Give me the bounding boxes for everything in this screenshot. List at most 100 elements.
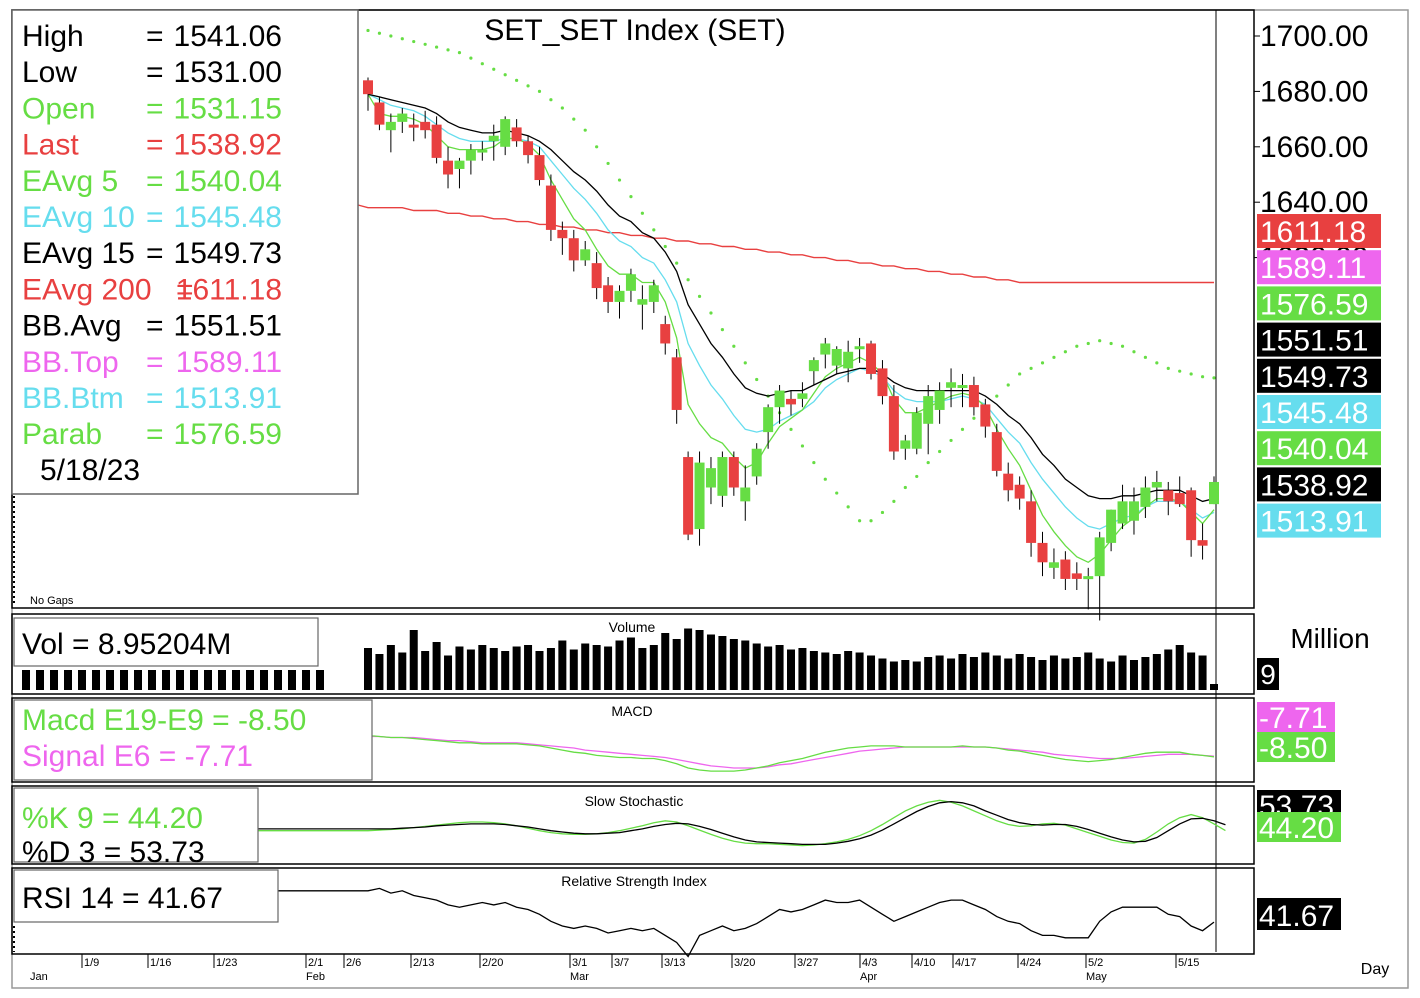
sar-dot bbox=[617, 178, 622, 182]
volume-bar bbox=[1061, 658, 1070, 690]
chart-title: SET_SET Index (SET) bbox=[484, 14, 785, 47]
sar-dot bbox=[720, 328, 725, 332]
sar-dot bbox=[412, 39, 416, 44]
candle-body bbox=[465, 149, 476, 161]
x-month-label: Mar bbox=[570, 971, 589, 983]
x-month-label: May bbox=[1086, 971, 1107, 983]
candle-body bbox=[534, 155, 545, 181]
volume-bar bbox=[1187, 652, 1196, 690]
sar-dot bbox=[595, 145, 599, 149]
candle-body bbox=[1186, 490, 1197, 541]
sar-dot bbox=[377, 31, 382, 35]
candle-body bbox=[1048, 562, 1059, 568]
volume-bar bbox=[752, 643, 761, 690]
candle-body bbox=[408, 124, 419, 128]
x-day-label: 4/24 bbox=[1020, 957, 1041, 969]
volume-bar bbox=[260, 670, 268, 690]
volume-bar bbox=[176, 670, 184, 690]
stochastic-value-badge bbox=[1257, 812, 1341, 842]
volume-bar bbox=[901, 660, 910, 690]
volume-bar bbox=[1118, 655, 1127, 690]
candle-body bbox=[866, 343, 877, 374]
sar-dot bbox=[1166, 366, 1170, 370]
sar-dot bbox=[1155, 361, 1159, 365]
volume-bar bbox=[204, 670, 212, 690]
volume-bar bbox=[764, 646, 773, 690]
info-row-label: BB.Top bbox=[22, 346, 119, 379]
sar-dot bbox=[1063, 350, 1067, 354]
candle-body bbox=[500, 119, 511, 147]
candle-body bbox=[488, 135, 499, 142]
volume-bar bbox=[1095, 658, 1104, 690]
price-value-label: 1576.59 bbox=[1260, 288, 1368, 321]
sar-dot bbox=[1109, 341, 1113, 346]
sar-dot bbox=[938, 449, 942, 454]
sar-dot bbox=[469, 56, 473, 60]
sar-dot bbox=[732, 344, 736, 348]
sar-dot bbox=[972, 416, 976, 420]
macd-value-badge bbox=[1257, 702, 1335, 732]
candle-body bbox=[751, 448, 762, 477]
stochastic-panel bbox=[11, 785, 1255, 865]
sar-dot bbox=[560, 106, 564, 110]
candle-body bbox=[431, 124, 442, 158]
volume-bar bbox=[364, 648, 372, 690]
candle-body bbox=[980, 404, 991, 427]
candle-body bbox=[603, 285, 614, 302]
candle-body bbox=[420, 121, 431, 131]
volume-bar bbox=[1210, 684, 1218, 690]
sar-dot bbox=[537, 89, 542, 93]
candle-body bbox=[843, 351, 854, 369]
price-value-badge bbox=[1257, 467, 1381, 502]
volume-bar bbox=[162, 670, 170, 690]
info-row-value: 1576.59 bbox=[174, 418, 282, 451]
sar-dot bbox=[1075, 344, 1079, 348]
volume-bar bbox=[478, 645, 487, 690]
volume-bar bbox=[190, 670, 198, 690]
candle-body bbox=[363, 80, 373, 95]
x-month-label: Feb bbox=[306, 971, 325, 983]
volume-bar bbox=[684, 628, 693, 690]
volume-bar bbox=[274, 670, 282, 690]
candle-body bbox=[717, 457, 728, 496]
price-value-label: 1611.18 bbox=[1260, 216, 1366, 249]
candle-body bbox=[637, 299, 648, 305]
stochastic-lines-layer bbox=[258, 799, 1226, 847]
info-row-label: Low bbox=[22, 56, 77, 89]
rsi-panel bbox=[11, 867, 1255, 955]
info-row-value: 1531.15 bbox=[174, 92, 282, 125]
price-value-badge bbox=[1257, 322, 1381, 357]
rsi-legend: RSI 14 = 41.67 bbox=[22, 882, 223, 915]
stochastic-line-k bbox=[258, 799, 1226, 847]
info-box bbox=[11, 9, 359, 495]
sar-dot bbox=[835, 491, 839, 495]
candle-body bbox=[694, 462, 705, 530]
candle-body bbox=[957, 385, 968, 389]
candle-body bbox=[454, 160, 465, 169]
volume-bar bbox=[821, 652, 830, 690]
rsi-line-layer bbox=[278, 887, 1215, 958]
price-value-label: 1513.91 bbox=[1260, 506, 1368, 539]
candle-body bbox=[911, 412, 922, 449]
volume-bar bbox=[1049, 655, 1058, 690]
candle-body bbox=[740, 487, 751, 502]
volume-bar bbox=[787, 649, 795, 690]
candle-body bbox=[923, 396, 934, 424]
signal-legend: Signal E6 = -7.71 bbox=[22, 740, 253, 773]
volume-bar bbox=[1004, 658, 1013, 690]
info-row-eq: = bbox=[146, 382, 164, 415]
volume-bar bbox=[50, 670, 58, 690]
price-axis: 1700.001680.001660.001640.001620.001611.… bbox=[1254, 20, 1381, 539]
info-row-label: Last bbox=[22, 129, 79, 162]
sar-dot bbox=[549, 98, 553, 102]
sar-dot bbox=[1189, 372, 1193, 376]
x-day-label: 3/20 bbox=[734, 957, 755, 969]
info-date: 5/18/23 bbox=[40, 454, 140, 487]
candle-body bbox=[888, 396, 899, 452]
info-row-eq: = bbox=[146, 346, 164, 379]
candle-body bbox=[443, 160, 454, 175]
volume-bars-layer bbox=[22, 628, 1218, 690]
volume-bar bbox=[981, 652, 990, 690]
volume-bar bbox=[1072, 657, 1081, 690]
x-month-label: Apr bbox=[860, 971, 877, 983]
